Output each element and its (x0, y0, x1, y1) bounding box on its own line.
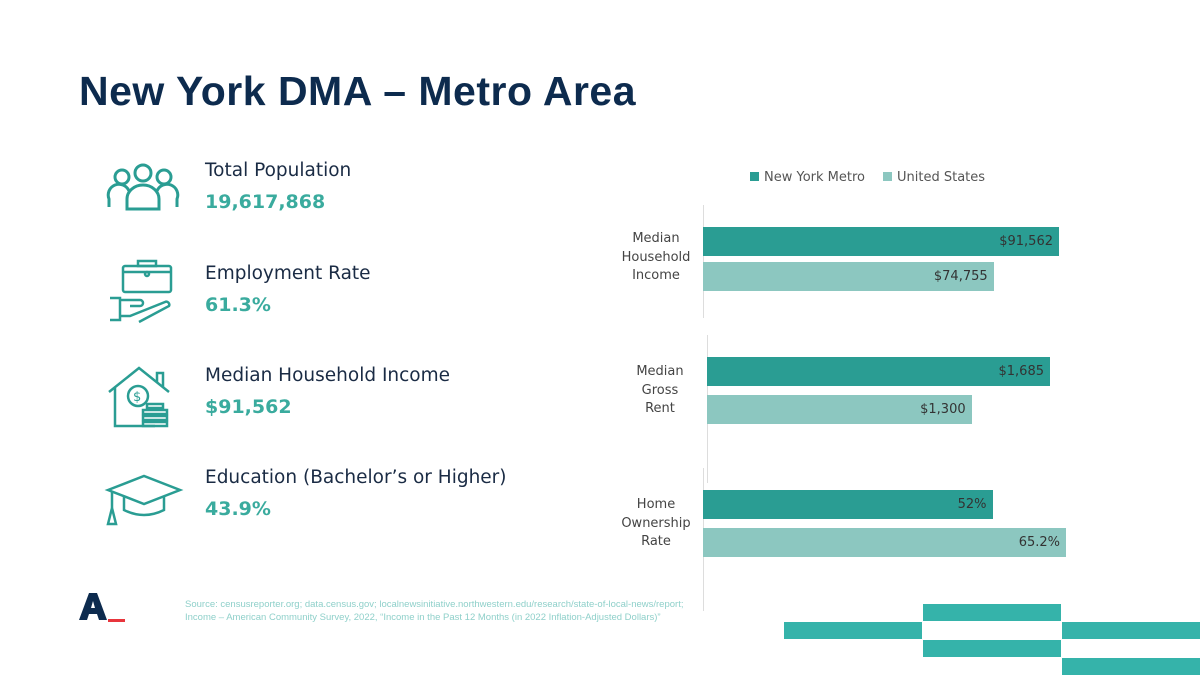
logo (77, 590, 127, 629)
bar-united-states: $74,755 (703, 262, 994, 291)
legend-label: New York Metro (764, 170, 865, 185)
svg-text:$: $ (133, 390, 141, 405)
stat-education: Education (Bachelor’s or Higher) 43.9% (205, 467, 507, 520)
category-label: Home Ownership Rate (621, 497, 691, 549)
decor-block (784, 622, 922, 639)
legend-swatch (883, 172, 892, 181)
bar-united-states: $1,300 (707, 395, 972, 424)
bar-new-york-metro: 52% (703, 490, 993, 519)
stat-label: Total Population (205, 160, 352, 181)
decor-block (923, 640, 1061, 657)
source-note: Source: censusreporter.org; data.census.… (185, 598, 683, 624)
stat-value: 61.3% (205, 294, 271, 316)
legend-item-us: United States (883, 170, 985, 185)
page-title: New York DMA – Metro Area (79, 68, 637, 114)
graduation-cap-icon (104, 474, 184, 526)
legend-item-ny: New York Metro (750, 170, 865, 185)
stat-value: 19,617,868 (205, 191, 326, 213)
legend-label: United States (897, 170, 986, 185)
stat-total-population: Total Population 19,617,868 (205, 160, 351, 213)
stat-label: Employment Rate (205, 263, 371, 284)
decor-block (1062, 622, 1200, 639)
people-group-icon (106, 163, 180, 211)
stat-value: $91,562 (205, 396, 292, 418)
decor-block (1062, 658, 1200, 675)
source-line: Source: censusreporter.org; data.census.… (185, 599, 684, 610)
house-dollar-icon: $ (108, 366, 170, 428)
stat-label: Median Household Income (205, 365, 451, 386)
stat-employment-rate: Employment Rate 61.3% (205, 263, 371, 316)
category-axis (703, 205, 704, 318)
chart-legend: New York Metro United States (750, 170, 985, 185)
bar-united-states: 65.2% (703, 528, 1066, 557)
source-line: Income – American Community Survey, 2022… (185, 612, 661, 623)
category-label: Median Household Income (621, 231, 691, 283)
stat-value: 43.9% (205, 498, 271, 520)
stat-label: Education (Bachelor’s or Higher) (205, 467, 507, 488)
legend-swatch (750, 172, 759, 181)
bar-new-york-metro: $1,685 (707, 357, 1050, 386)
bar-new-york-metro: $91,562 (703, 227, 1059, 256)
decor-block (923, 604, 1061, 621)
stat-median-household-income: Median Household Income $91,562 (205, 365, 450, 418)
briefcase-hand-icon (110, 259, 173, 324)
category-label: Median Gross Rent (636, 364, 684, 416)
